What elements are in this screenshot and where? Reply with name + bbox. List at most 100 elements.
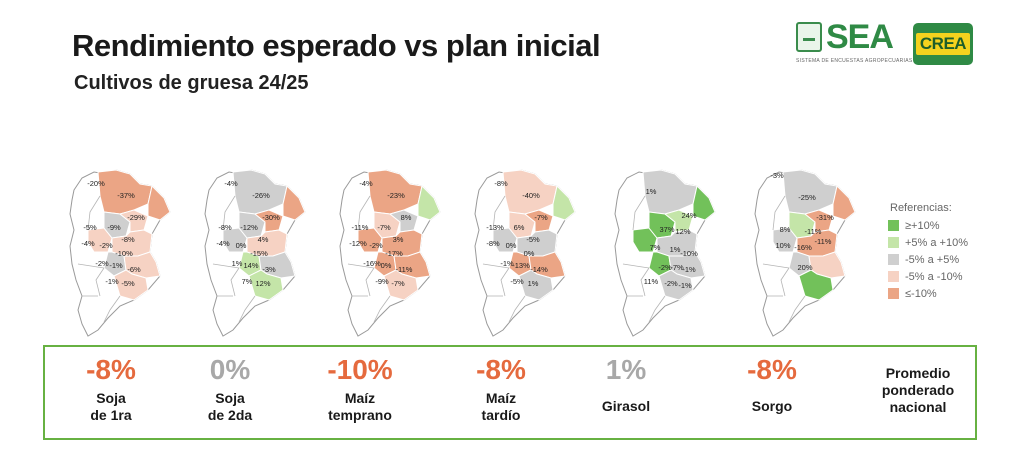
map-region-label: -5%	[526, 235, 540, 244]
map-region	[832, 185, 856, 221]
map-region-label: -2%	[658, 263, 672, 272]
sea-logo-icon	[796, 22, 822, 52]
map-region-label: -29%	[127, 213, 145, 222]
province-border	[772, 195, 786, 231]
legend-label: -5% a -10%	[905, 270, 963, 283]
summary-label-line: Soja	[215, 390, 245, 406]
province-border	[347, 263, 375, 269]
map-region-label: -5%	[510, 277, 524, 286]
crop-map: -3% -25% -31% 8% -11% 10% -16% -11% 20%	[745, 160, 870, 340]
argentina-map: -4% -26% -30% -8% -12% -4% 0% 4% -15% 1% 14% -3% 7% 1…	[204, 169, 306, 337]
map-region-label: -1%	[105, 277, 119, 286]
province-border	[762, 263, 790, 269]
map-region-label: -9%	[375, 277, 389, 286]
map-region-label: -4%	[224, 179, 238, 188]
summary-item: -10% Maíz temprano	[300, 347, 420, 424]
map-region-label: 3%	[393, 235, 404, 244]
map-region-label: 10%	[775, 241, 790, 250]
map-region-label: -2%	[664, 279, 678, 288]
province-border	[492, 195, 506, 231]
map-region-label: 12%	[675, 227, 690, 236]
map-region-label: -2%	[95, 259, 109, 268]
argentina-map: 1%24%37% 12%7% 1% -10%-2%-7%-1%11% -2% -1%	[614, 169, 716, 337]
summary-value: 1%	[605, 354, 647, 385]
summary-label: Maíz temprano	[300, 390, 420, 424]
map-region	[658, 269, 694, 301]
map-region-label: 0%	[506, 241, 517, 250]
map-region-label: -37%	[117, 191, 135, 200]
map-region-label: -2%	[99, 241, 113, 250]
summary-label-line: de 1ra	[90, 407, 132, 423]
map-region-label: -8%	[218, 223, 232, 232]
map-region-label: 0%	[236, 241, 247, 250]
legend-swatch	[888, 271, 899, 282]
legend-label: -5% a +5%	[905, 253, 960, 266]
map-region-label: -2%	[369, 241, 383, 250]
map-region-label: -7%	[391, 279, 405, 288]
map-region-label: -11%	[352, 223, 369, 232]
crop-map: -20% -37% -29% -5% -9% -4% -2% -8% -10% -2% -1% -6%…	[60, 160, 185, 340]
province-border	[373, 295, 391, 323]
map-region-label: -8%	[486, 239, 500, 248]
map-region-label: -12%	[240, 223, 258, 232]
legend-swatch	[888, 220, 899, 231]
province-border	[230, 267, 240, 297]
map-region-label: 24%	[681, 211, 696, 220]
map-region-label: -1%	[682, 265, 696, 274]
crop-map: -4% -26% -30% -8% -12% -4% 0% 4% -15% 1% 14% -3% 7% 1…	[195, 160, 320, 340]
map-region-label: 1%	[528, 279, 539, 288]
argentina-map: -20%-37%-29%-5% -9%-4% -2%-8%-10%-2% -1% -6%…	[69, 169, 171, 337]
legend-item: +5% a +10%	[888, 234, 1008, 251]
map-region-label: -16%	[363, 259, 381, 268]
province-border	[357, 195, 371, 231]
summary-value: -10%	[327, 354, 393, 385]
summary-label: Soja de 2da	[170, 390, 290, 424]
province-border	[482, 263, 510, 269]
province-border	[632, 195, 646, 231]
province-border	[238, 295, 256, 323]
map-region	[383, 269, 419, 301]
map-region-label: -5%	[121, 279, 135, 288]
map-region-label: -7%	[534, 213, 548, 222]
map-region	[113, 269, 149, 301]
map-region-label: -6%	[127, 265, 141, 274]
map-region-label: -30%	[262, 213, 280, 222]
map-region-label: -14%	[530, 265, 548, 274]
province-border	[103, 295, 121, 323]
map-region	[798, 269, 834, 301]
summary-label-line: tardío	[481, 407, 521, 423]
legend-label: ≥+10%	[905, 219, 940, 232]
summary-label: Sorgo	[712, 398, 832, 415]
page-title: Rendimiento esperado vs plan inicial	[72, 28, 601, 63]
summary-label-line: Girasol	[601, 398, 651, 414]
map-region	[147, 185, 171, 221]
legend-item: ≥+10%	[888, 217, 1008, 234]
summary-value: -8%	[747, 354, 797, 385]
summary-label-line: de 2da	[207, 407, 253, 423]
map-region-label: -9%	[107, 223, 121, 232]
summary-label: Soja de 1ra	[51, 390, 171, 424]
summary-label-line: temprano	[328, 407, 392, 423]
province-border	[648, 295, 666, 323]
legend-label: ≤-10%	[905, 287, 937, 300]
map-region-label: -17%	[385, 249, 403, 258]
province-border	[222, 195, 236, 231]
summary-item: 1% Girasol	[566, 347, 686, 415]
map-region-label: -4%	[359, 179, 373, 188]
map-region-label: -4%	[216, 239, 230, 248]
province-border	[788, 295, 806, 323]
map-region-label: -31%	[816, 213, 834, 222]
legend-swatch	[888, 288, 899, 299]
map-region	[282, 185, 306, 221]
summary-item: -8% Sorgo	[712, 347, 832, 415]
province-border	[77, 263, 105, 269]
summary-item: 0% Soja de 2da	[170, 347, 290, 424]
map-region-label: -12%	[349, 239, 367, 248]
map-region-label: -11%	[805, 227, 822, 236]
summary-box: Promedio ponderado nacional -8% Soja de 1r…	[43, 345, 977, 440]
argentina-map: -4%-23%8%-11% -7%-12% -2%3%-17%-16% 0% -11%-…	[339, 169, 441, 337]
legend-label: +5% a +10%	[905, 236, 968, 249]
summary-label-line: Maíz	[344, 390, 376, 406]
crop-map: -8% -40% -7% -13% 6% -8% 0% -5% 0% -1% -13% -14% -5%…	[465, 160, 590, 340]
map-region-label: 8%	[401, 213, 412, 222]
